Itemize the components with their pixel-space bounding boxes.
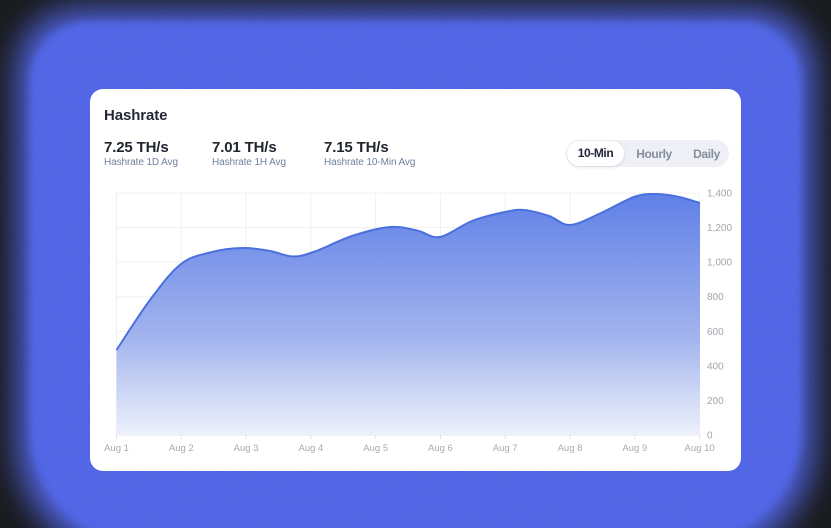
svg-text:1,400: 1,400 (707, 189, 732, 200)
svg-text:Aug 5: Aug 5 (363, 443, 388, 454)
svg-text:Aug 10: Aug 10 (685, 443, 715, 454)
svg-text:1,200: 1,200 (707, 223, 732, 234)
svg-text:Aug 4: Aug 4 (298, 443, 323, 454)
svg-text:1,000: 1,000 (707, 258, 732, 269)
svg-text:Aug 1: Aug 1 (104, 443, 129, 454)
svg-text:Aug 2: Aug 2 (169, 443, 194, 454)
svg-text:Aug 3: Aug 3 (234, 443, 259, 454)
svg-text:Aug 7: Aug 7 (493, 443, 518, 454)
svg-text:Aug 9: Aug 9 (622, 443, 647, 454)
svg-text:400: 400 (707, 361, 724, 372)
svg-text:Aug 8: Aug 8 (558, 443, 583, 454)
svg-text:200: 200 (707, 396, 724, 407)
svg-text:600: 600 (707, 327, 724, 338)
svg-text:Aug 6: Aug 6 (428, 443, 453, 454)
svg-text:800: 800 (707, 292, 724, 303)
svg-text:0: 0 (707, 431, 713, 442)
